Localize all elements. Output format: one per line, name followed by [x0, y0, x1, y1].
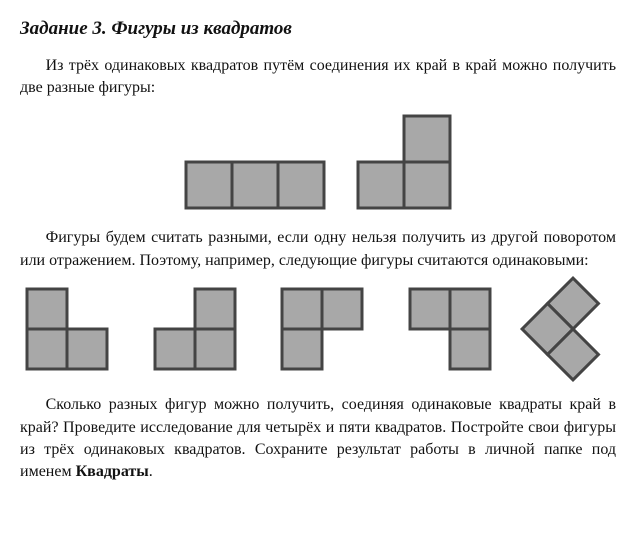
task-heading: Задание 3. Фигуры из квадратов [20, 16, 616, 43]
paragraph-1: Из трёх одинаковых квадратов путём соеди… [20, 55, 616, 100]
paragraph-3: Сколько разных фигур можно получить, сое… [20, 394, 616, 484]
figure-tromino-l [355, 113, 453, 211]
figure-row-bottom [20, 286, 616, 372]
paragraph-2: Фигуры будем считать разными, если одну … [20, 227, 616, 272]
figure-l-variant-1 [24, 286, 110, 372]
figure-l-variant-2 [152, 286, 238, 372]
para3-bold-filename: Квадраты [76, 463, 149, 480]
para3-tail: . [149, 463, 153, 480]
figure-l-variant-rotated [534, 290, 612, 368]
figure-l-variant-4 [407, 286, 493, 372]
figure-l-variant-3 [279, 286, 365, 372]
figure-row-top [20, 113, 616, 211]
figure-tromino-straight [183, 159, 327, 211]
